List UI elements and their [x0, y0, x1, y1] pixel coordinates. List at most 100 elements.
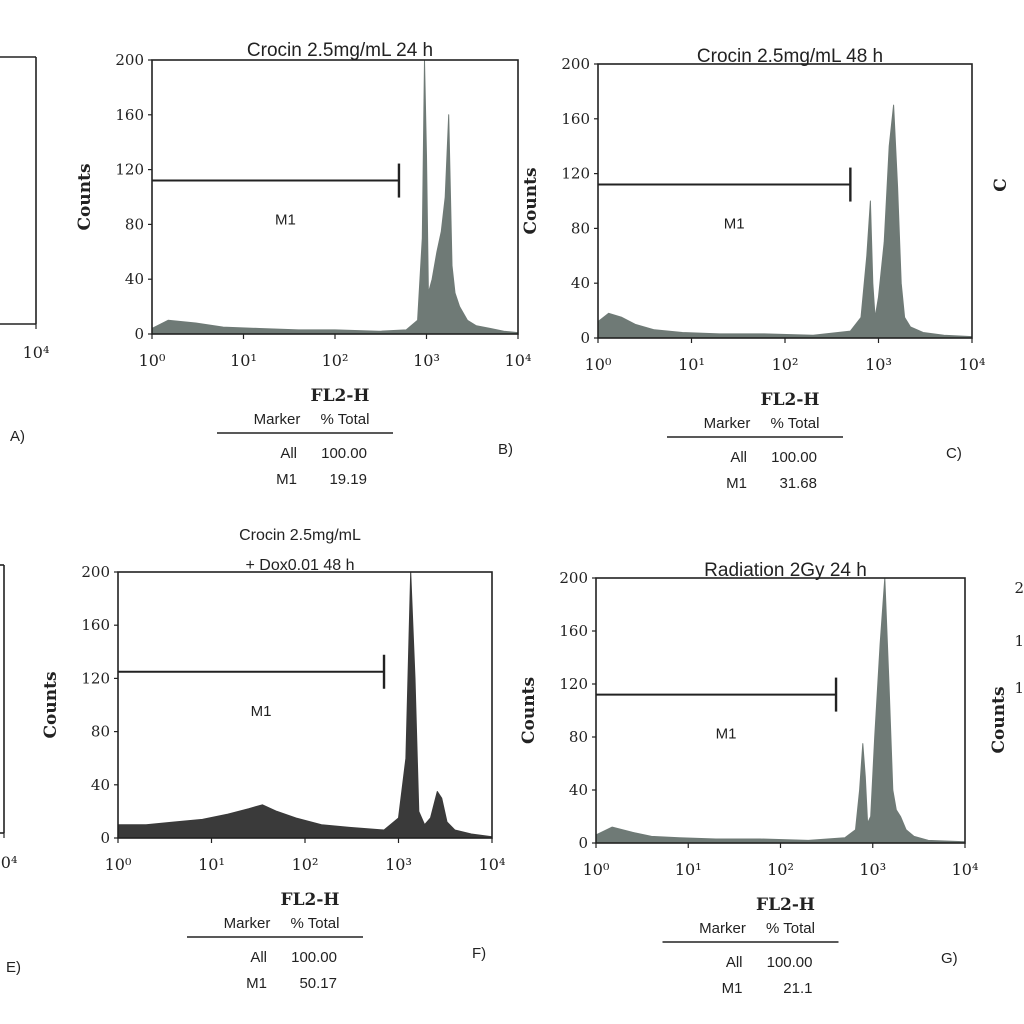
chart-title: Crocin 2.5mg/mL [239, 527, 361, 544]
partial-y-tick-label: 2 [1014, 579, 1024, 597]
y-tick-label: 160 [115, 106, 144, 124]
y-tick-label: 120 [81, 669, 110, 687]
x-tick-label: 10¹ [675, 860, 702, 879]
table-row-marker: M1 [722, 980, 743, 997]
x-tick-label: 10³ [859, 860, 886, 879]
table-row-value: 100.00 [291, 949, 337, 966]
x-tick-label: 10² [772, 355, 799, 374]
table-row-marker: M1 [246, 975, 267, 992]
y-axis-label: Counts [521, 167, 541, 234]
marker-label: M1 [716, 726, 737, 743]
partial-y-tick-label: 1 [1014, 632, 1024, 650]
table-row-marker: All [730, 449, 747, 466]
marker-label: M1 [275, 212, 296, 229]
histogram-area [597, 104, 973, 339]
x-tick-label: 10² [767, 860, 794, 879]
partial-ylabel-top: C [991, 178, 1011, 192]
table-row-value: 100.00 [771, 449, 817, 466]
right-edge-partials: C 2 1 1 Counts [989, 178, 1024, 753]
x-axis-label: FL2-H [281, 890, 340, 910]
y-tick-label: 120 [559, 675, 588, 693]
x-tick-label: 10⁰ [105, 855, 132, 874]
y-tick-label: 0 [578, 834, 588, 852]
y-tick-label: 0 [100, 829, 110, 847]
chart-title: Crocin 2.5mg/mL 24 h [247, 40, 433, 61]
x-tick-label: 10¹ [198, 855, 225, 874]
y-axis-label: Counts [75, 163, 95, 230]
table-row-value: 21.1 [783, 980, 812, 997]
plot-frame [151, 59, 519, 335]
table-row-marker: M1 [726, 475, 747, 492]
panel-label: F) [472, 945, 486, 962]
y-axis-label: Counts [519, 677, 539, 744]
plot-frame [597, 63, 973, 339]
y-tick-label: 0 [580, 329, 590, 347]
table-row-marker: All [280, 445, 297, 462]
table-header-marker: Marker [699, 920, 746, 937]
table-header-total: % Total [766, 920, 815, 937]
y-tick-label: 160 [561, 110, 590, 128]
y-tick-label: 80 [125, 215, 144, 233]
table-row-marker: All [726, 954, 743, 971]
marker-label: M1 [251, 703, 272, 720]
x-axis-label: FL2-H [311, 386, 370, 406]
table-row-value: 100.00 [321, 445, 367, 462]
y-tick-label: 160 [559, 622, 588, 640]
table-header-marker: Marker [704, 415, 751, 432]
x-axis-label: FL2-H [761, 390, 820, 410]
x-tick-label: 10⁴ [479, 855, 506, 874]
y-tick-label: 80 [91, 723, 110, 741]
x-axis-label: FL2-H [756, 895, 815, 915]
table-header-total: % Total [291, 915, 340, 932]
histogram-area [117, 571, 493, 839]
panel-label: A) [10, 428, 25, 445]
x-tick-label: 10⁴ [959, 355, 986, 374]
chart-title: Crocin 2.5mg/mL 48 h [697, 46, 883, 67]
table-header-total: % Total [321, 411, 370, 428]
y-tick-label: 40 [569, 781, 588, 799]
panel-b: 0 40 80 120 160 200 10⁰ 10¹ 10² 10³ 10⁴ Counts FL2-H… [75, 40, 531, 488]
x-tick-label: 10⁰ [583, 860, 610, 879]
y-tick-label: 200 [559, 569, 588, 587]
chart-title: Radiation 2Gy 24 h [704, 560, 867, 581]
y-tick-label: 40 [91, 776, 110, 794]
x-tick-label: 10⁴ [23, 343, 50, 362]
y-tick-label: 80 [569, 728, 588, 746]
panel-label: E) [6, 959, 21, 976]
y-tick-label: 40 [125, 270, 144, 288]
panel-f: 0 40 80 120 160 200 10⁰ 10¹ 10² 10³ 10⁴ Counts FL2-H… [41, 527, 505, 992]
histogram-area [151, 59, 519, 335]
table-row-value: 50.17 [299, 975, 337, 992]
plot-frame [595, 577, 966, 844]
panel-label: B) [498, 441, 513, 458]
histogram-area [595, 577, 966, 844]
x-tick-label: 10⁴ [505, 351, 532, 370]
table-header-total: % Total [771, 415, 820, 432]
y-axis-label: Counts [41, 671, 61, 738]
x-tick-label: 10³ [413, 351, 440, 370]
y-tick-label: 200 [115, 51, 144, 69]
x-tick-label: 10¹ [230, 351, 257, 370]
x-tick-label: 10¹ [678, 355, 705, 374]
x-tick-label: 10⁴ [0, 853, 17, 872]
chart-subtitle: + Dox0.01 48 h [246, 557, 355, 574]
table-header-marker: Marker [254, 411, 301, 428]
partial-ylabel-bottom: Counts [989, 686, 1009, 753]
y-tick-label: 120 [561, 165, 590, 183]
y-tick-label: 120 [115, 161, 144, 179]
x-tick-label: 10³ [385, 855, 412, 874]
table-row-value: 31.68 [779, 475, 817, 492]
marker-label: M1 [724, 216, 745, 233]
x-tick-label: 10⁴ [952, 860, 979, 879]
table-row-value: 19.19 [329, 471, 367, 488]
table-row-marker: M1 [276, 471, 297, 488]
y-tick-label: 80 [571, 219, 590, 237]
table-row-marker: All [250, 949, 267, 966]
panel-c: 0 40 80 120 160 200 10⁰ 10¹ 10² 10³ 10⁴ Counts FL2-H… [521, 46, 985, 492]
y-tick-label: 200 [81, 563, 110, 581]
panel-label: G) [941, 950, 958, 967]
x-tick-label: 10⁰ [139, 351, 166, 370]
y-tick-label: 200 [561, 55, 590, 73]
partial-y-tick-label: 1 [1014, 679, 1024, 697]
